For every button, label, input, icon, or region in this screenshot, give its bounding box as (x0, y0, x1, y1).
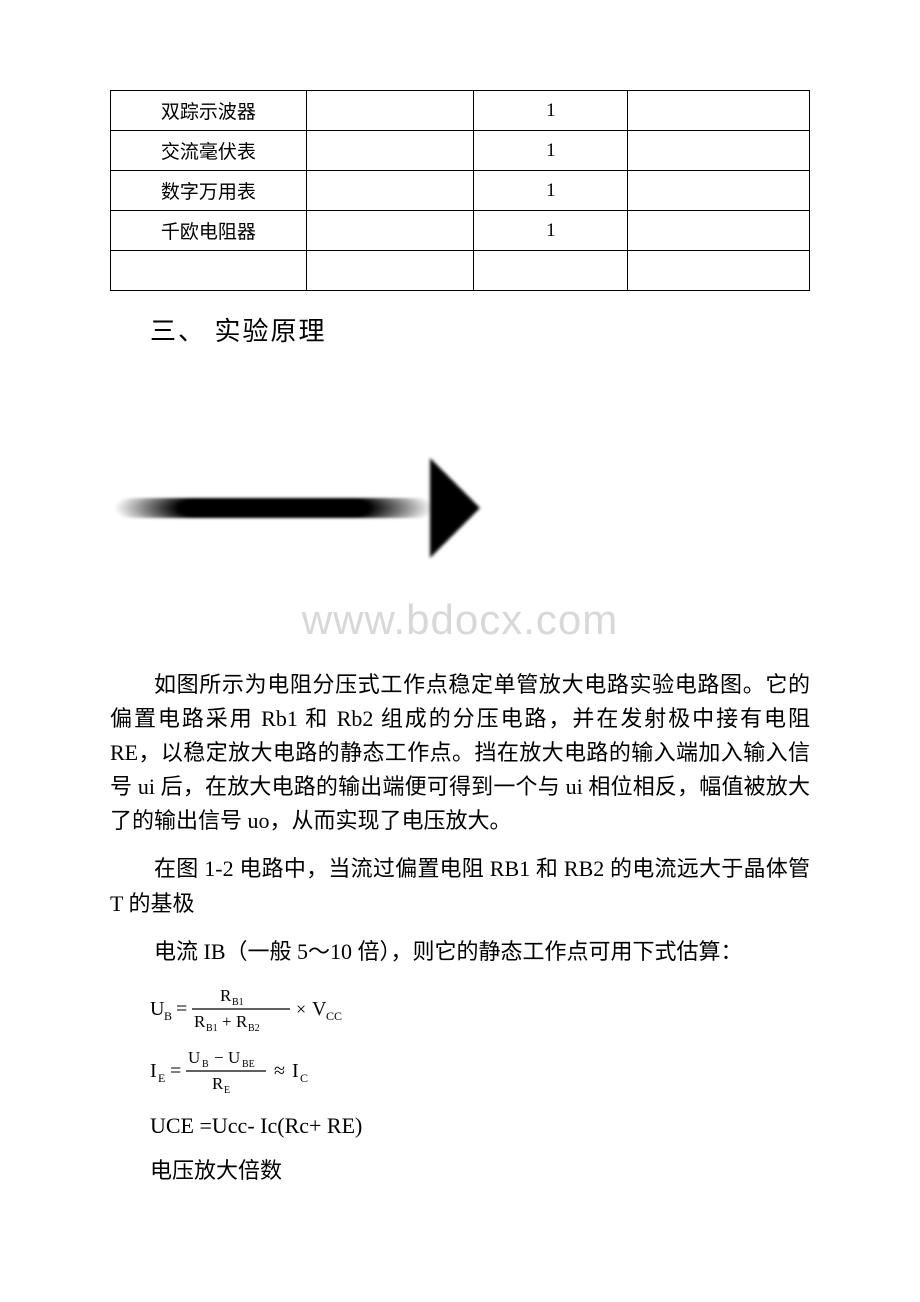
svg-text:−: − (214, 1048, 224, 1067)
svg-text:E: E (224, 1085, 230, 1096)
svg-text:R: R (236, 1012, 248, 1031)
cell-spec (306, 171, 474, 211)
svg-text:B1: B1 (206, 1023, 218, 1034)
cell-name: 双踪示波器 (111, 91, 307, 131)
cell-spec (306, 131, 474, 171)
cell-qty (474, 251, 628, 291)
cell-note (628, 251, 810, 291)
equipment-table: 双踪示波器 1 交流毫伏表 1 数字万用表 1 千欧电阻器 1 (110, 90, 810, 291)
svg-text:U: U (188, 1048, 200, 1067)
svg-text:I: I (292, 1060, 299, 1082)
svg-text:≈: ≈ (274, 1060, 285, 1082)
cell-note (628, 211, 810, 251)
svg-text:+: + (222, 1012, 232, 1031)
cell-qty: 1 (474, 131, 628, 171)
svg-text:B: B (164, 1009, 172, 1023)
cell-qty: 1 (474, 171, 628, 211)
paragraph-2: 在图 1-2 电路中，当流过偏置电阻 RB1 和 RB2 的电流远大于晶体管 T… (110, 852, 810, 920)
formula-ub: U B = RB1 RB1 + RB2 × VCC (150, 983, 810, 1035)
cell-spec (306, 211, 474, 251)
cell-name (111, 251, 307, 291)
cell-name: 交流毫伏表 (111, 131, 307, 171)
formula-uce: UCE =Ucc- Ic(Rc+ RE) (150, 1113, 810, 1139)
svg-text:R: R (194, 1012, 206, 1031)
arrow-shaft (114, 498, 434, 518)
svg-text:U: U (228, 1048, 240, 1067)
cell-spec (306, 91, 474, 131)
cell-qty: 1 (474, 91, 628, 131)
svg-text:B: B (202, 1059, 209, 1070)
svg-text:BE: BE (242, 1059, 255, 1070)
svg-text:R: R (220, 986, 232, 1005)
svg-text:C: C (300, 1071, 308, 1085)
svg-text:=: = (176, 998, 187, 1020)
cell-name: 数字万用表 (111, 171, 307, 211)
cell-name: 千欧电阻器 (111, 211, 307, 251)
gain-label: 电压放大倍数 (150, 1153, 810, 1185)
svg-text:E: E (158, 1071, 165, 1085)
svg-text:CC: CC (326, 1009, 342, 1023)
svg-text:U: U (150, 998, 165, 1020)
cell-note (628, 91, 810, 131)
svg-text:B2: B2 (248, 1023, 260, 1034)
arrow-head-icon (430, 458, 480, 558)
paragraph-1: 如图所示为电阻分压式工作点稳定单管放大电路实验电路图。它的偏置电路采用 Rb1 … (110, 668, 810, 838)
section-title: 三、 实验原理 (150, 311, 810, 348)
table-row: 数字万用表 1 (111, 171, 810, 211)
paragraph-3: 电流 IB（一般 5～10 倍），则它的静态工作点可用下式估算： (110, 935, 810, 969)
table-row (111, 251, 810, 291)
table-row: 双踪示波器 1 (111, 91, 810, 131)
cell-spec (306, 251, 474, 291)
svg-text:=: = (170, 1060, 181, 1082)
svg-text:R: R (212, 1074, 224, 1093)
cell-qty: 1 (474, 211, 628, 251)
table-row: 千欧电阻器 1 (111, 211, 810, 251)
svg-text:I: I (150, 1060, 157, 1082)
table-row: 交流毫伏表 1 (111, 131, 810, 171)
cell-note (628, 131, 810, 171)
watermark-text: www.bdocx.com (302, 596, 618, 644)
svg-text:×: × (296, 999, 306, 1019)
figure-arrow: www.bdocx.com (110, 368, 810, 628)
svg-text:B1: B1 (232, 997, 244, 1008)
svg-text:V: V (312, 998, 327, 1020)
formula-ie: I E = UB − UBE RE ≈ IC (150, 1045, 810, 1097)
cell-note (628, 171, 810, 211)
